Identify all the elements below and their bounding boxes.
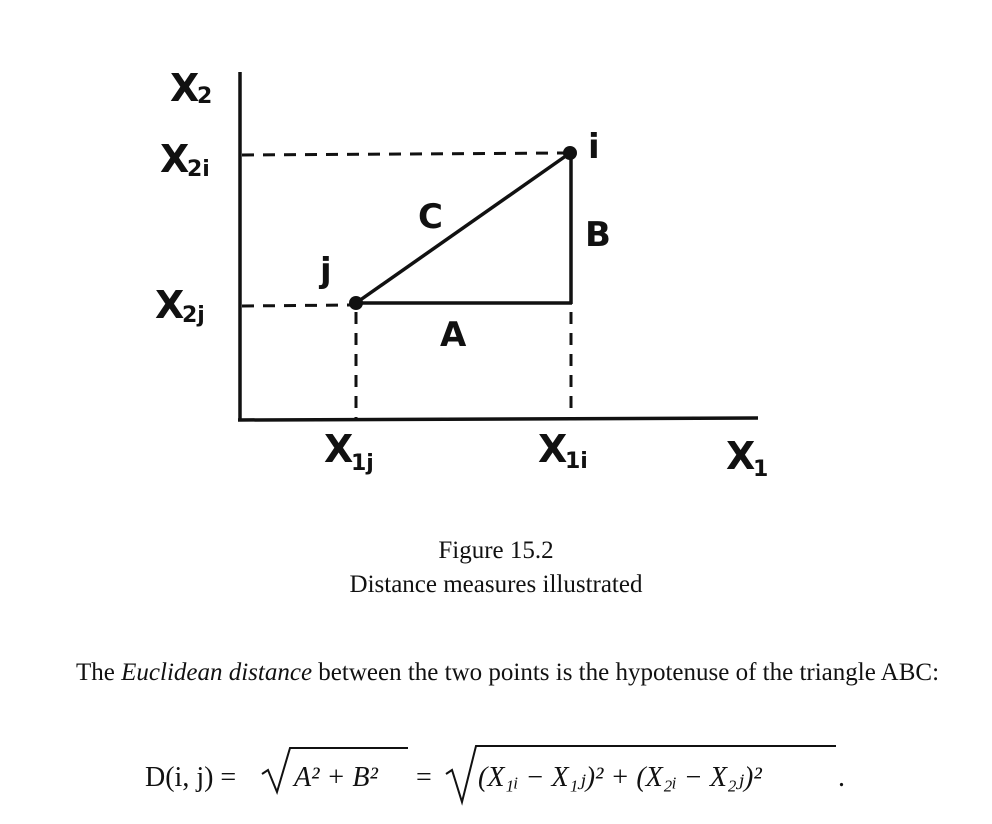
guide-x2i-dashed (241, 151, 567, 157)
side-c-line (354, 151, 572, 305)
x-axis-label: X (726, 434, 755, 478)
tick-label-x1i: X (538, 427, 567, 471)
tick-label-x2i: X (160, 137, 189, 181)
tick-label-x1j-sub: 1j (351, 451, 374, 476)
sqrt-sign-1 (261, 747, 408, 796)
tick-label-x2i-sub: 2i (187, 157, 210, 182)
tick-label-x1j: X (324, 427, 353, 471)
guide-x2j-dashed (241, 303, 353, 308)
equation-equals-2: = (416, 762, 432, 793)
tick-label-x1i-sub: 1i (565, 449, 588, 474)
point-label-i: i (588, 127, 600, 167)
x-axis-line (237, 416, 759, 422)
tick-label-x2j: X (155, 283, 184, 327)
figure-caption-title: Distance measures illustrated (349, 571, 643, 598)
distance-diagram: X 2 X 1 X 2i X 2j X 1j X 1i i j C B A (155, 66, 768, 482)
side-label-a: A (440, 315, 467, 355)
equation-sqrt1-body: A² + B² (292, 762, 378, 793)
side-label-b: B (585, 215, 611, 255)
equation-period: . (838, 762, 845, 793)
paragraph-term: Euclidean distance (121, 659, 313, 686)
point-i (563, 146, 577, 160)
side-label-c: C (418, 197, 443, 237)
tick-label-x2j-sub: 2j (182, 303, 205, 328)
euclidean-distance-equation: D(i, j) = A² + B² = (X₁ᵢ − X₁ⱼ)² + (X₂ᵢ … (145, 745, 845, 806)
paragraph-text-after: between the two points is the hypotenuse… (312, 659, 940, 686)
point-label-j: j (318, 251, 332, 291)
sqrt-sign-2 (445, 745, 836, 806)
body-paragraph: The Euclidean distance between the two p… (18, 655, 976, 690)
x-axis-label-sub: 1 (753, 457, 768, 482)
figure-caption-number: Figure 15.2 (438, 537, 554, 564)
y-axis-label-sub: 2 (197, 84, 212, 109)
equation-lhs: D(i, j) = (145, 762, 236, 793)
paragraph-text-before: The (76, 659, 122, 686)
point-j (349, 296, 363, 310)
y-axis-label: X (170, 66, 199, 110)
equation-sqrt2-body: (X₁ᵢ − X₁ⱼ)² + (X₂ᵢ − X₂ⱼ)² (478, 762, 762, 793)
